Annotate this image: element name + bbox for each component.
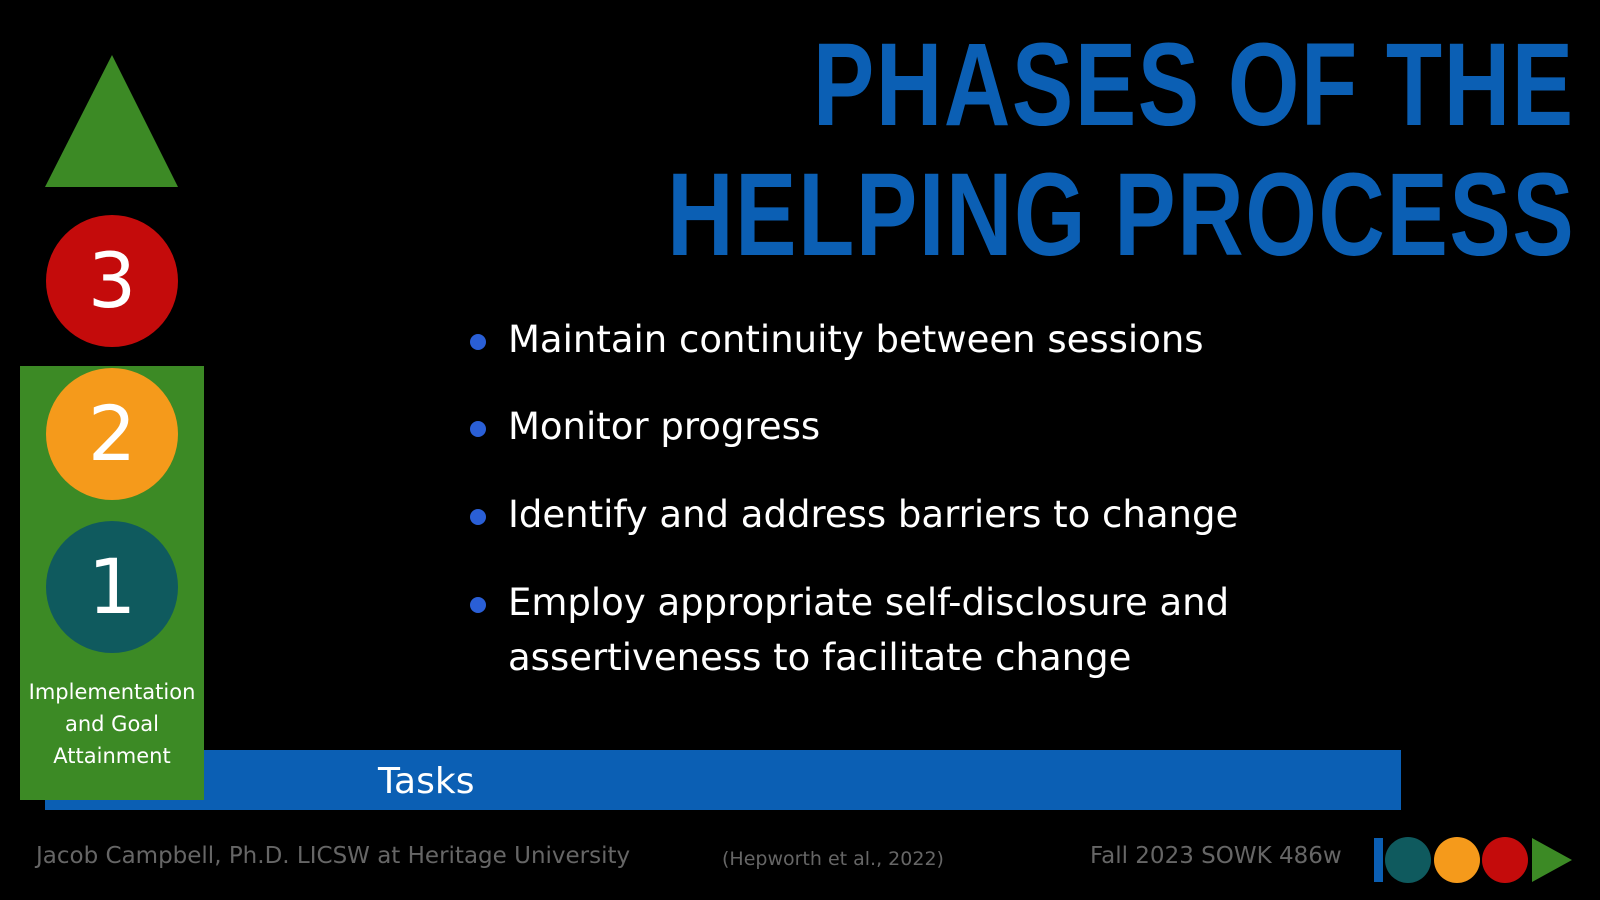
bar-label: Tasks [377,761,474,802]
circle-label: 2 [88,389,136,478]
circle-label: 3 [88,236,136,325]
footer-course: Fall 2023 SOWK 486w [1090,843,1342,869]
bullet: Employ appropriate self-disclosure and a… [470,575,1268,685]
footer-citation: (Hepworth et al., 2022) [722,848,944,870]
title: HELPING PROCESS [666,149,1575,281]
title: PHASES OF THE [813,19,1575,151]
bullet: Identify and address barriers to change [470,487,1268,542]
circle-label: 1 [88,542,136,631]
bullet: Monitor progress [470,399,1268,454]
footer-author: Jacob Campbell, Ph.D. LICSW at Heritage … [36,843,631,869]
bullet: Maintain continuity between sessions [470,312,1268,367]
phase-label: Implementation and Goal Attainment [28,680,196,768]
